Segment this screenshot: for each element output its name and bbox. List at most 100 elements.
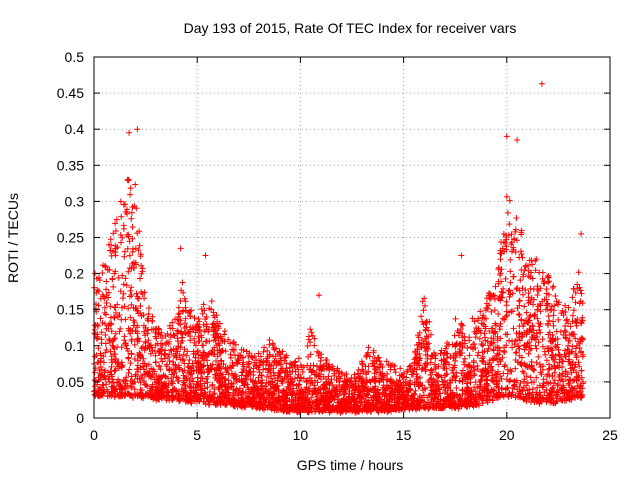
data-point xyxy=(491,307,498,314)
data-point xyxy=(488,372,495,379)
data-point xyxy=(424,355,431,362)
data-point xyxy=(137,302,144,309)
data-point xyxy=(179,337,186,344)
data-point xyxy=(432,403,439,410)
data-point xyxy=(191,314,198,321)
data-point xyxy=(509,344,516,351)
data-point xyxy=(157,366,164,373)
data-point xyxy=(371,404,378,411)
data-point xyxy=(502,362,509,369)
data-point xyxy=(575,269,582,276)
data-point xyxy=(530,366,537,373)
y-tick-label: 0.1 xyxy=(65,338,85,354)
data-point xyxy=(260,406,267,413)
data-point xyxy=(260,366,267,373)
data-point xyxy=(578,290,585,297)
data-point xyxy=(95,359,102,366)
data-point xyxy=(579,391,586,398)
data-point xyxy=(305,353,312,360)
data-point xyxy=(387,385,394,392)
data-point xyxy=(141,295,148,302)
data-point xyxy=(125,177,132,184)
data-point xyxy=(181,388,188,395)
data-point xyxy=(418,337,425,344)
data-point xyxy=(139,374,146,381)
data-point xyxy=(574,281,581,288)
data-point xyxy=(182,298,189,305)
data-point xyxy=(535,320,542,327)
data-point xyxy=(402,396,409,403)
data-point xyxy=(235,397,242,404)
data-point xyxy=(507,256,514,263)
data-point xyxy=(292,358,299,365)
data-point xyxy=(417,374,424,381)
data-point xyxy=(494,394,501,401)
data-point xyxy=(501,363,508,370)
data-point xyxy=(503,308,510,315)
data-point xyxy=(544,301,551,308)
data-point xyxy=(244,361,251,368)
data-point xyxy=(532,342,539,349)
data-point xyxy=(430,376,437,383)
data-point xyxy=(550,356,557,363)
data-point xyxy=(486,357,493,364)
data-point xyxy=(508,368,515,375)
data-point xyxy=(383,382,390,389)
data-point xyxy=(512,365,519,372)
data-point xyxy=(455,332,462,339)
data-point xyxy=(459,374,466,381)
data-point xyxy=(545,348,552,355)
data-point xyxy=(157,340,164,347)
data-point xyxy=(125,268,132,275)
data-point xyxy=(143,369,150,376)
data-point xyxy=(122,377,129,384)
data-point xyxy=(309,368,316,375)
y-tick-label: 0 xyxy=(76,410,84,426)
data-point xyxy=(529,275,536,282)
data-point xyxy=(218,390,225,397)
data-point xyxy=(374,354,381,361)
data-point xyxy=(295,371,302,378)
data-point xyxy=(569,343,576,350)
data-point xyxy=(170,387,177,394)
data-point xyxy=(145,311,152,318)
data-point xyxy=(138,270,145,277)
data-point xyxy=(466,352,473,359)
data-point xyxy=(559,358,566,365)
data-point xyxy=(341,389,348,396)
data-point xyxy=(137,275,144,282)
data-point xyxy=(380,398,387,405)
data-point xyxy=(494,356,501,363)
data-point xyxy=(163,389,170,396)
data-point xyxy=(230,347,237,354)
data-point xyxy=(519,333,526,340)
data-point xyxy=(281,354,288,361)
data-point xyxy=(377,361,384,368)
data-point xyxy=(307,362,314,369)
data-point xyxy=(259,377,266,384)
data-point xyxy=(239,361,246,368)
data-point xyxy=(444,340,451,347)
data-point xyxy=(161,393,168,400)
data-point xyxy=(197,386,204,393)
data-point xyxy=(568,384,575,391)
data-point xyxy=(111,367,118,374)
data-point xyxy=(122,385,129,392)
data-point xyxy=(245,371,252,378)
data-point xyxy=(524,340,531,347)
data-point xyxy=(136,338,143,345)
data-point xyxy=(172,316,179,323)
data-point xyxy=(353,405,360,412)
data-point xyxy=(573,369,580,376)
data-point xyxy=(170,331,177,338)
data-point xyxy=(182,385,189,392)
data-point xyxy=(166,366,173,373)
data-point xyxy=(107,242,114,249)
data-point xyxy=(559,376,566,383)
data-point xyxy=(109,342,116,349)
data-point xyxy=(349,385,356,392)
data-point xyxy=(423,318,430,325)
data-point xyxy=(152,326,159,333)
data-point xyxy=(547,397,554,404)
x-tick-label: 10 xyxy=(293,427,309,443)
